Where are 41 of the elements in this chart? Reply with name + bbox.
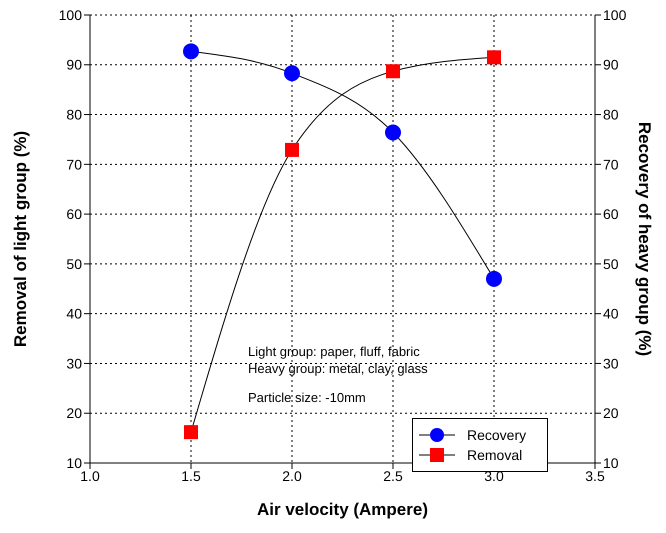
annotation: Particle size: -10mm: [248, 389, 367, 406]
y2-tick-label: 10: [603, 454, 619, 471]
y2-tick-label: 20: [603, 405, 619, 422]
y-tick-label: 10: [66, 454, 82, 471]
y2-tick-label: 90: [603, 56, 619, 73]
y-tick-label: 60: [66, 206, 82, 222]
x-tick-label: 1.0: [80, 468, 100, 484]
point: [284, 65, 300, 82]
point: [183, 43, 199, 60]
x-axis-title: Air velocity (Ampere): [257, 500, 428, 519]
y-tick-label: 50: [66, 256, 82, 272]
y2-tick-label: 30: [603, 355, 619, 372]
y-tick-label: 90: [66, 56, 82, 73]
y-tick-label: 70: [66, 156, 82, 172]
point: [184, 425, 198, 440]
y-axis-title: Removal of light group (%): [11, 130, 30, 348]
x-tick-label: 1.5: [181, 468, 201, 484]
x-tick-label: 3.5: [585, 468, 605, 484]
y2-axis-title: Recovery of heavy group (%): [634, 122, 654, 356]
y2-tick-label: 80: [603, 106, 619, 123]
y2-tick-label: 100: [603, 6, 627, 23]
x-tick-label: 2.5: [383, 468, 403, 484]
annotation: Light group: paper, fluff, fabric: [248, 343, 421, 360]
y-tick-label: 80: [66, 106, 82, 123]
point: [385, 124, 401, 140]
y-tick-label: 20: [66, 405, 82, 422]
y2-tick-label: 40: [603, 306, 619, 322]
x-tick-label: 2.0: [282, 468, 302, 484]
y-tick-label: 30: [66, 355, 82, 372]
y2-tick-label: 70: [603, 156, 619, 172]
legend-label: Removal: [467, 447, 522, 463]
annotation: Heavy group: metal, clay, glass: [248, 360, 428, 377]
y2-tick-label: 50: [603, 256, 619, 272]
y2-tick-label: 60: [603, 206, 619, 222]
point: [486, 270, 502, 287]
point: [285, 142, 299, 157]
y-tick-label: 40: [66, 306, 82, 322]
legend-label: Recovery: [467, 427, 526, 443]
point: [487, 50, 501, 64]
point: [386, 64, 400, 78]
y-tick-label: 100: [58, 6, 82, 23]
